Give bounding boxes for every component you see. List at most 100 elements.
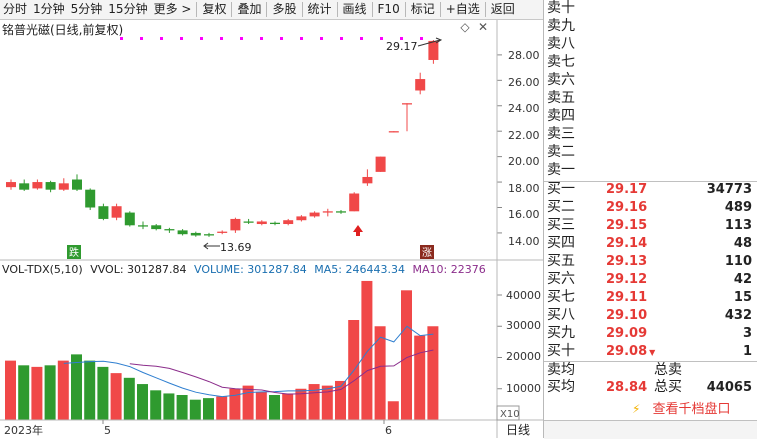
bid-row[interactable]: 买六 29.12 42 [544,271,757,288]
mark-button[interactable]: 标记 [410,2,435,16]
candle-body [164,229,175,231]
tab-intraday[interactable]: 分时 [3,2,28,16]
reference-dot [160,37,163,40]
bid-qty: 1 [742,344,752,359]
volume-bars [5,280,439,420]
price-tick: 16.00 [508,208,540,221]
price-tick: 20.00 [508,155,540,168]
bid-row[interactable]: 买二 29.16 489 [544,199,757,216]
volume-bar [189,399,201,420]
bid-row[interactable]: 买九 29.09 3 [544,325,757,342]
toolbar-divider [196,2,198,17]
candle-body [32,182,43,189]
multi-stock-button[interactable]: 多股 [272,2,297,16]
overlay-button[interactable]: 叠加 [237,2,262,16]
reference-dot [220,37,223,40]
candlesticks [6,40,439,237]
adjust-button[interactable]: 复权 [202,2,227,16]
back-button[interactable]: 返回 [490,2,515,16]
view-depth-label: 查看千档盘口 [652,402,731,417]
candle-body [415,79,426,91]
bid-price: 29.11 [606,290,648,305]
reference-dot [380,37,383,40]
toolbar-divider [404,2,406,17]
add-watchlist-button[interactable]: +自选 [445,2,480,16]
bid-row[interactable]: 买十 29.08 ▼ 1 [544,343,757,360]
bid-qty: 113 [724,218,752,233]
toolbar-divider [266,2,268,17]
ma5-line [63,325,434,398]
volume-bar [255,391,267,420]
bid-row[interactable]: 买八 29.10 432 [544,307,757,324]
buy-summary-row: 买均 28.84 总买 44065 [544,379,757,396]
period-daily-button[interactable]: 日线 [506,423,530,437]
sell-avg-label: 卖均 [547,362,575,378]
volume-bar [387,401,399,420]
price-tick: 24.00 [508,102,540,115]
ask-level-4: 卖四 [547,108,575,124]
vvol-value: VVOL: 301287.84 [90,263,187,276]
volume-tick: 20000 [506,350,541,363]
candle-body [98,206,109,219]
bid-qty: 34773 [706,182,752,197]
ask-level-6: 卖六 [547,72,575,88]
reference-dot [320,37,323,40]
price-tick: 28.00 [508,49,540,62]
statistics-button[interactable]: 统计 [307,2,332,16]
bid-row[interactable]: 买五 29.13 110 [544,253,757,270]
bid-price: 29.09 [606,326,648,341]
total-buy-value: 44065 [706,380,752,395]
volume-tick: 40000 [506,289,541,302]
volume-bar [110,373,122,420]
diamond-icon[interactable]: ◇ [460,20,470,34]
candle-body [58,183,69,190]
volume-bar [5,360,16,420]
tab-15min[interactable]: 15分钟 [108,2,148,16]
kline-chart[interactable]: 铭普光磁(日线,前复权) ◇ ✕ 29.17 13.69 [0,20,543,438]
volume-bar [401,290,412,420]
date-label: 6 [385,424,392,437]
volume-bar [242,385,254,420]
bid-qty: 3 [742,326,752,341]
down-badge [67,245,81,259]
bid-price-value: 29.08 [606,344,648,359]
bid-qty: 15 [733,290,752,305]
bid-label: 买七 [547,289,575,305]
tab-1min[interactable]: 1分钟 [33,2,65,16]
volume-value: VOLUME: 301287.84 [194,263,307,276]
bid-row[interactable]: 买四 29.14 48 [544,235,757,252]
bid-label: 买三 [547,217,575,233]
price-tick: 22.00 [508,129,540,142]
sell-summary-row: 卖均 总卖 [544,362,757,379]
grid-lines [497,54,502,390]
up-badge [420,245,434,259]
buy-signal-icon [353,225,363,236]
volume-bar [150,390,162,420]
candle-body [256,221,267,225]
candle-body [190,232,201,236]
volume-bar [335,380,346,420]
bid-row[interactable]: 买一 29.17 34773 [544,181,757,198]
buy-avg-value: 28.84 [606,380,648,395]
f10-button[interactable]: F10 [377,2,400,16]
bid-qty: 42 [733,272,752,287]
view-depth-link[interactable]: ⚡ 查看千档盘口 [632,400,730,418]
candle-body [402,103,412,105]
volume-bar [295,388,307,420]
close-icon[interactable]: ✕ [477,20,489,34]
axis-labels: 28.00 26.00 24.00 22.00 20.00 18.00 16.0… [4,49,541,437]
reference-dot [340,37,343,40]
tab-5min[interactable]: 5分钟 [70,2,103,16]
bid-row[interactable]: 买七 29.11 15 [544,289,757,306]
candle-body [375,156,386,172]
reference-dot [280,37,283,40]
candle-body [45,182,56,190]
price-reference-dots [120,37,423,40]
indicator-name[interactable]: VOL-TDX(5,10) [2,263,83,276]
order-book-panel: 卖十 卖九 卖八 卖七 卖六 卖五 卖四 卖三 卖二 卖一 买一 29.17 3… [543,0,757,439]
more-periods-button[interactable]: 更多 > [153,2,192,16]
draw-line-button[interactable]: 画线 [342,2,367,16]
price-tick: 18.00 [508,182,540,195]
bid-row[interactable]: 买三 29.15 113 [544,217,757,234]
